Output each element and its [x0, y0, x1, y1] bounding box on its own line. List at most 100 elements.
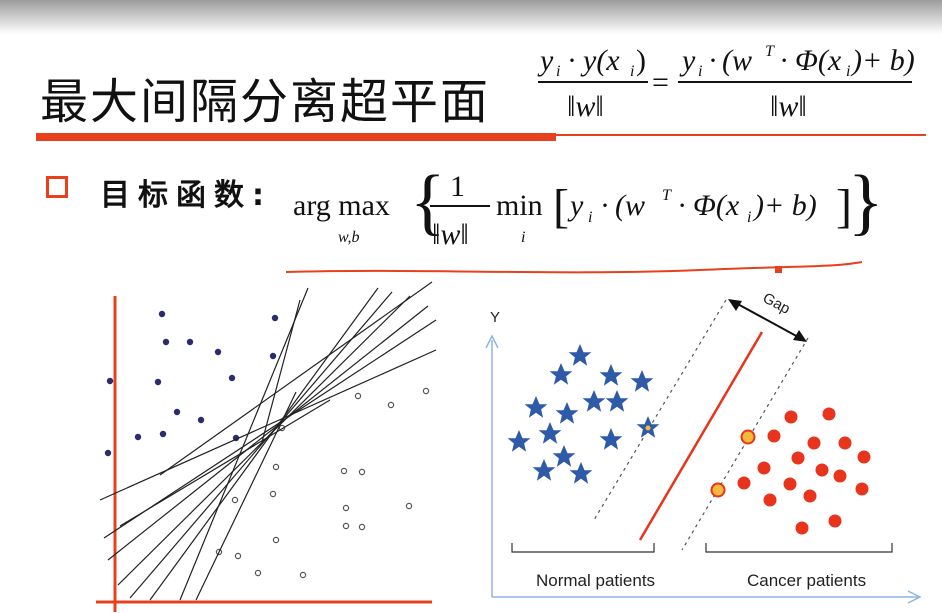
svm-dot-points: [737, 407, 871, 535]
objective-underline: [285, 261, 863, 274]
dot-point: [828, 514, 842, 528]
open-dot: [358, 523, 366, 531]
dot-point: [857, 450, 871, 464]
objective-body-paren: (w: [615, 189, 645, 222]
star-point: [599, 428, 623, 450]
filled-dot: [158, 310, 166, 318]
dot-point: [783, 477, 797, 491]
open-dot: [342, 504, 350, 512]
objective-body-phi: · Φ(x: [678, 189, 740, 222]
ratio-lhs-dot: ·: [567, 44, 577, 77]
candidate-line: [179, 287, 309, 601]
candidate-line: [119, 399, 331, 527]
left-plot-filled-dots: [104, 310, 279, 457]
open-dot: [299, 571, 307, 579]
candidate-line: [159, 281, 433, 476]
star-point: [630, 370, 654, 392]
candidate-line: [261, 299, 301, 443]
svm-hyperplane: [638, 331, 764, 541]
filled-dot: [214, 348, 222, 356]
candidate-line: [117, 295, 411, 586]
ratio-rhs-i: i: [698, 63, 702, 80]
ratio-lhs-i: i: [556, 63, 560, 80]
support-vector-dot: [740, 429, 756, 445]
ratio-equals: =: [652, 66, 669, 99]
open-dot: [340, 467, 348, 475]
objective-frac-num: 1: [450, 170, 465, 203]
svm-margin-line-left: [593, 299, 727, 521]
objective-brace-open: {: [410, 161, 446, 243]
support-vector-dot: [710, 482, 726, 498]
objective-body-i: i: [588, 209, 592, 226]
dot-point: [833, 469, 847, 483]
ratio-lhs-i2: i: [630, 63, 634, 80]
star-point: [552, 445, 576, 467]
dot-point: [803, 489, 817, 503]
ratio-rhs-phi: · Φ(x: [780, 44, 842, 77]
dot-point: [767, 429, 781, 443]
dot-point: [822, 407, 836, 421]
top-shade: [0, 0, 942, 34]
star-point: [599, 364, 623, 386]
open-dot: [272, 536, 280, 544]
open-dot: [272, 463, 280, 471]
candidate-line: [195, 391, 297, 601]
svm-margin-line-right: [681, 337, 809, 551]
filled-dot: [269, 352, 277, 360]
title-rule-thin: [556, 134, 926, 136]
svm-star-points: [507, 344, 660, 484]
ratio-lhs-y: y: [537, 44, 554, 77]
dot-point: [838, 436, 852, 450]
candidate-line: [103, 319, 437, 539]
dot-point: [815, 463, 829, 477]
filled-dot: [228, 374, 236, 382]
group-right-label: Cancer patients: [747, 571, 866, 590]
star-point: [532, 459, 556, 481]
filled-dot: [173, 408, 181, 416]
open-dot: [342, 522, 350, 530]
filled-dot: [106, 377, 114, 385]
filled-dot: [154, 378, 162, 386]
ratio-rhs-y: y: [679, 44, 696, 77]
objective-min: min: [496, 189, 543, 222]
svm-y-label: Y: [490, 309, 500, 326]
open-dot: [354, 392, 362, 400]
svm-gap-arrowhead-right-icon: [793, 330, 807, 342]
open-dot: [231, 496, 239, 504]
star-point: [605, 390, 629, 412]
svm-gap-label: Gap: [760, 289, 793, 317]
filled-dot: [134, 433, 142, 441]
ratio-lhs-yx: y(x: [580, 44, 620, 77]
candidate-line: [149, 287, 379, 601]
star-point: [569, 462, 593, 484]
left-scatter-plot: [96, 281, 437, 612]
svm-y-arrow-icon: [485, 334, 499, 349]
right-svm-diagram: Y Gap: [485, 289, 922, 604]
ratio-rhs-i2: i: [846, 63, 850, 80]
group-bracket-right: [705, 543, 893, 553]
filled-dot: [162, 338, 170, 346]
candidate-line: [107, 305, 429, 561]
ratio-rhs-open: (w: [722, 44, 752, 77]
ratio-lhs-den: ‖w‖: [567, 90, 604, 123]
objective-formula: arg max w,b { 1 ‖w‖ min i [ y i · (w T ·…: [293, 161, 884, 251]
star-point: [524, 396, 548, 418]
objective-argmax: arg max: [293, 189, 390, 222]
candidate-line: [129, 291, 393, 599]
objective-frac-den: ‖w‖: [432, 218, 469, 251]
star-point: [568, 344, 592, 366]
objective-min-sub: i: [521, 229, 525, 246]
dot-point: [855, 482, 869, 496]
svm-gap-arrow: [733, 301, 801, 339]
ratio-lhs-close: ): [636, 44, 646, 77]
objective-body-T: T: [662, 187, 672, 204]
objective-bracket-open: [: [553, 180, 569, 233]
filled-dot: [104, 449, 112, 457]
candidate-line: [99, 349, 437, 501]
dot-point: [791, 451, 805, 465]
open-dot: [405, 502, 413, 510]
dot-point: [795, 521, 809, 535]
star-point: [555, 402, 579, 424]
ratio-rhs-dot: ·: [708, 44, 718, 77]
filled-dot: [186, 338, 194, 346]
